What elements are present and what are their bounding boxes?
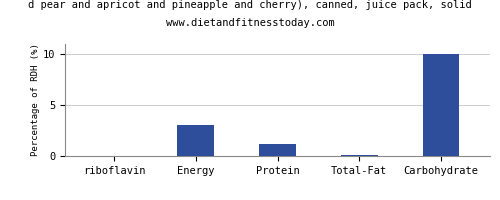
- Bar: [178, 125, 214, 156]
- Bar: [422, 54, 460, 156]
- Text: www.dietandfitnesstoday.com: www.dietandfitnesstoday.com: [166, 18, 334, 28]
- Text: d pear and apricot and pineapple and cherry), canned, juice pack, solid: d pear and apricot and pineapple and che…: [28, 0, 472, 10]
- Bar: [341, 155, 378, 156]
- Y-axis label: Percentage of RDH (%): Percentage of RDH (%): [31, 44, 40, 156]
- Bar: [259, 144, 296, 156]
